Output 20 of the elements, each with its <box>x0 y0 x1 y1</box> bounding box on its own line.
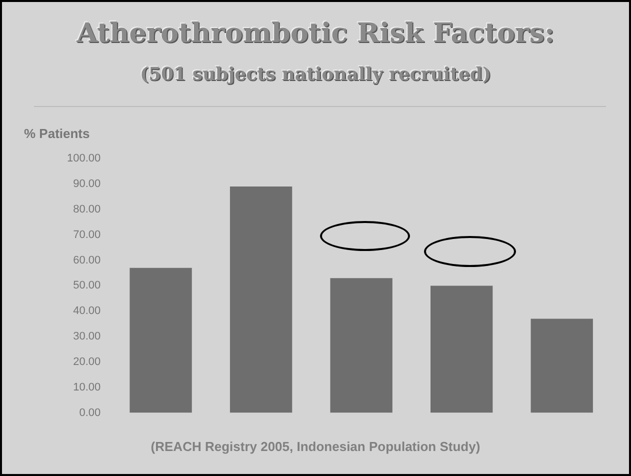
bar <box>430 286 493 413</box>
y-tick-label: 40.00 <box>73 305 101 318</box>
bar <box>130 268 192 413</box>
bar <box>230 186 292 413</box>
bar <box>330 278 392 413</box>
y-tick-label: 50.00 <box>73 280 101 292</box>
chart-title: Atherothrombotic Risk Factors: <box>75 18 556 49</box>
y-tick-label: 10.00 <box>73 381 101 394</box>
chart-subtitle: (501 subjects nationally recruited) <box>138 64 492 85</box>
y-tick-label: 100.00 <box>66 152 101 165</box>
y-tick-label: 80.00 <box>73 203 101 216</box>
y-tick-label: 90.00 <box>73 178 101 190</box>
y-tick-label: 20.00 <box>73 356 101 368</box>
y-tick-label: 0.00 <box>79 406 101 419</box>
text: (REACH Registry 2005, Indonesian Population Study) <box>150 439 482 454</box>
y-axis-title: % Patients <box>24 126 90 141</box>
y-tick-label: 70.00 <box>73 228 101 241</box>
y-tick-label: 30.00 <box>73 330 101 343</box>
bar <box>530 318 593 413</box>
y-tick-label: 60.00 <box>73 254 101 266</box>
